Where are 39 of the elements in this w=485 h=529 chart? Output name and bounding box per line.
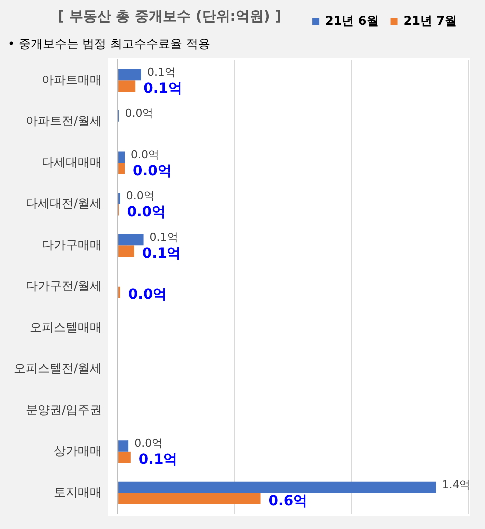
bar bbox=[118, 80, 136, 92]
y-tick-label: 다세대전/월세 bbox=[26, 196, 102, 211]
data-label: 0.0억 bbox=[125, 107, 154, 120]
bar bbox=[118, 163, 126, 174]
data-label: 0.1억 bbox=[138, 452, 178, 468]
bar bbox=[118, 152, 126, 164]
y-tick-label: 상가매매 bbox=[54, 444, 102, 458]
bar bbox=[118, 440, 129, 452]
chart-title: [ 부동산 총 중개보수 (단위:억원) ] bbox=[58, 8, 282, 26]
data-label: 0.0억 bbox=[133, 163, 172, 180]
data-label: 1.4억 bbox=[442, 478, 471, 492]
bar bbox=[118, 493, 261, 505]
data-label: 0.0억 bbox=[126, 190, 155, 203]
bar bbox=[118, 246, 134, 257]
y-tick-label: 토지매매 bbox=[54, 485, 102, 500]
y-tick-label: 오피스텔매매 bbox=[30, 320, 102, 334]
data-label: 0.1억 bbox=[142, 246, 182, 262]
data-label: 0.6억 bbox=[268, 493, 308, 510]
y-tick-label: 아파트전/월세 bbox=[26, 114, 102, 128]
data-label: 0.0억 bbox=[128, 287, 168, 304]
bar bbox=[118, 452, 131, 464]
chart-subtitle: • 중개보수는 법정 최고수수료율 적용 bbox=[8, 36, 210, 53]
y-tick-label: 아파트매매 bbox=[42, 72, 102, 87]
y-tick-label: 다세대매매 bbox=[42, 155, 102, 170]
legend-label: 21년 6월 bbox=[326, 14, 379, 28]
bar bbox=[118, 482, 436, 494]
data-label: 0.0억 bbox=[127, 204, 166, 221]
bar bbox=[118, 234, 144, 246]
y-tick-label: 오피스텔전/월세 bbox=[14, 362, 102, 376]
y-tick-label: 다가구전/월세 bbox=[26, 279, 102, 294]
data-label: 0.1억 bbox=[144, 80, 182, 97]
legend-label: 21년 7월 bbox=[404, 14, 458, 28]
data-label: 0.0억 bbox=[131, 148, 160, 162]
y-tick-label: 분양권/입주권 bbox=[26, 402, 102, 417]
data-label: 0.1억 bbox=[147, 66, 176, 79]
data-label: 0.1억 bbox=[150, 230, 178, 244]
y-tick-label: 다가구매매 bbox=[42, 238, 102, 252]
data-label: 0.0억 bbox=[134, 437, 164, 450]
bar bbox=[118, 69, 142, 81]
